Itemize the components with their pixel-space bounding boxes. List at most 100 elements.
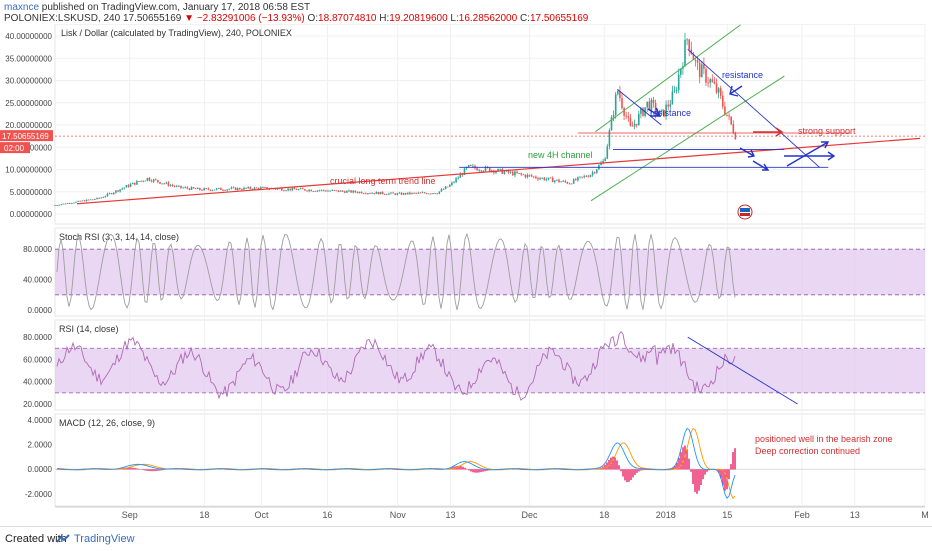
rsi-y-tick: 20.0000 bbox=[23, 400, 52, 409]
candle-body bbox=[613, 115, 615, 117]
candle-body bbox=[556, 180, 558, 181]
candle-body bbox=[716, 84, 718, 93]
candle-body bbox=[667, 105, 669, 107]
macd-histogram-bar bbox=[460, 466, 461, 469]
candle-body bbox=[153, 179, 155, 181]
candle-body bbox=[390, 193, 392, 194]
candle-body bbox=[573, 179, 575, 184]
candle-body bbox=[531, 175, 533, 176]
candle-body bbox=[382, 192, 384, 194]
candle-body bbox=[510, 172, 512, 173]
candle-body bbox=[180, 186, 182, 188]
macd-histogram-bar bbox=[632, 469, 633, 477]
stoch-rsi-y-tick: 40.0000 bbox=[23, 276, 52, 285]
candle-body bbox=[569, 184, 571, 185]
x-tick-label: 2018 bbox=[656, 510, 676, 520]
macd-histogram-bar bbox=[696, 469, 697, 494]
candle-body bbox=[562, 181, 564, 182]
last-price: 17.50655169 bbox=[123, 13, 181, 24]
low-label: L: bbox=[450, 13, 458, 24]
candle-body bbox=[718, 88, 720, 92]
candle-body bbox=[189, 188, 191, 189]
candle-body bbox=[441, 189, 443, 191]
macd-histogram-bar bbox=[130, 468, 131, 470]
macd-histogram-bar bbox=[682, 447, 683, 469]
candle-body bbox=[712, 79, 714, 82]
candle-body bbox=[674, 90, 676, 91]
candle-body bbox=[331, 190, 333, 191]
candle-body bbox=[224, 190, 226, 191]
candle-body bbox=[590, 175, 592, 177]
macd-histogram-bar bbox=[606, 462, 607, 469]
candle-body bbox=[697, 60, 699, 63]
candle-body bbox=[533, 177, 535, 178]
candle-body bbox=[86, 200, 88, 202]
y-tick-label: 35.00000000 bbox=[5, 54, 52, 63]
candle-body bbox=[722, 96, 724, 107]
macd-title: MACD (12, 26, close, 9) bbox=[59, 418, 155, 428]
candle-body bbox=[103, 197, 105, 198]
trendline-annotation: crucial long term trend line bbox=[330, 176, 436, 186]
candle-body bbox=[628, 116, 630, 117]
candle-body bbox=[455, 178, 457, 182]
candle-body bbox=[220, 188, 222, 190]
resistance-annotation-2: resistance bbox=[722, 70, 763, 80]
candle-body bbox=[726, 115, 728, 116]
candle-body bbox=[630, 118, 632, 126]
close-label: C: bbox=[520, 13, 530, 24]
candle-body bbox=[205, 188, 207, 189]
high-label: H: bbox=[379, 13, 389, 24]
macd-histogram-bar bbox=[626, 469, 627, 482]
macd-histogram-bar bbox=[732, 452, 733, 469]
candle-body bbox=[117, 190, 119, 191]
candle-body bbox=[544, 178, 546, 180]
macd-histogram-bar bbox=[642, 469, 643, 470]
candle-body bbox=[397, 193, 399, 194]
macd-histogram-bar bbox=[482, 469, 483, 471]
macd-y-tick: 0.0000 bbox=[28, 465, 53, 474]
candle-body bbox=[478, 170, 480, 171]
macd-histogram-bar bbox=[462, 467, 463, 470]
macd-annotation-line2: Deep correction continued bbox=[755, 446, 860, 456]
tradingview-logo-icon bbox=[56, 533, 72, 545]
candle-body bbox=[401, 193, 403, 195]
price-change: −2.83291006 (−13.93%) bbox=[197, 13, 305, 24]
candle-body bbox=[449, 185, 451, 187]
candle-body bbox=[344, 191, 346, 192]
author-link[interactable]: maxnce bbox=[4, 2, 39, 13]
candle-body bbox=[707, 83, 709, 84]
candle-body bbox=[124, 188, 126, 189]
x-tick-label: M bbox=[921, 510, 929, 520]
symbol-label: POLONIEX:LSKUSD, 240 bbox=[4, 13, 120, 24]
candle-body bbox=[132, 183, 134, 184]
candle-body bbox=[96, 198, 98, 199]
candle-body bbox=[126, 185, 128, 187]
candle-body bbox=[292, 188, 294, 190]
candle-body bbox=[550, 178, 552, 179]
candle-body bbox=[115, 190, 117, 192]
candle-body bbox=[443, 189, 445, 190]
candle-body bbox=[107, 194, 109, 197]
price-axis-label: 17.50655169 bbox=[2, 132, 49, 141]
candle-body bbox=[594, 172, 596, 173]
x-tick-label: Nov bbox=[390, 510, 407, 520]
macd-histogram-bar bbox=[636, 469, 637, 473]
candle-body bbox=[447, 187, 449, 188]
x-tick-label: 16 bbox=[322, 510, 332, 520]
candle-body bbox=[384, 194, 386, 195]
candle-body bbox=[178, 186, 180, 187]
macd-y-tick: -2.0000 bbox=[25, 490, 53, 499]
candle-body bbox=[239, 188, 241, 189]
macd-y-tick: 2.0000 bbox=[28, 441, 53, 450]
candle-body bbox=[678, 75, 680, 90]
macd-histogram-bar bbox=[466, 469, 467, 470]
macd-histogram-bar bbox=[628, 469, 629, 482]
candle-body bbox=[321, 190, 323, 191]
tradingview-brand[interactable]: TradingView bbox=[74, 533, 135, 545]
candle-body bbox=[287, 189, 289, 191]
candle-body bbox=[426, 193, 428, 194]
candle-body bbox=[90, 199, 92, 200]
candle-body bbox=[334, 190, 336, 191]
